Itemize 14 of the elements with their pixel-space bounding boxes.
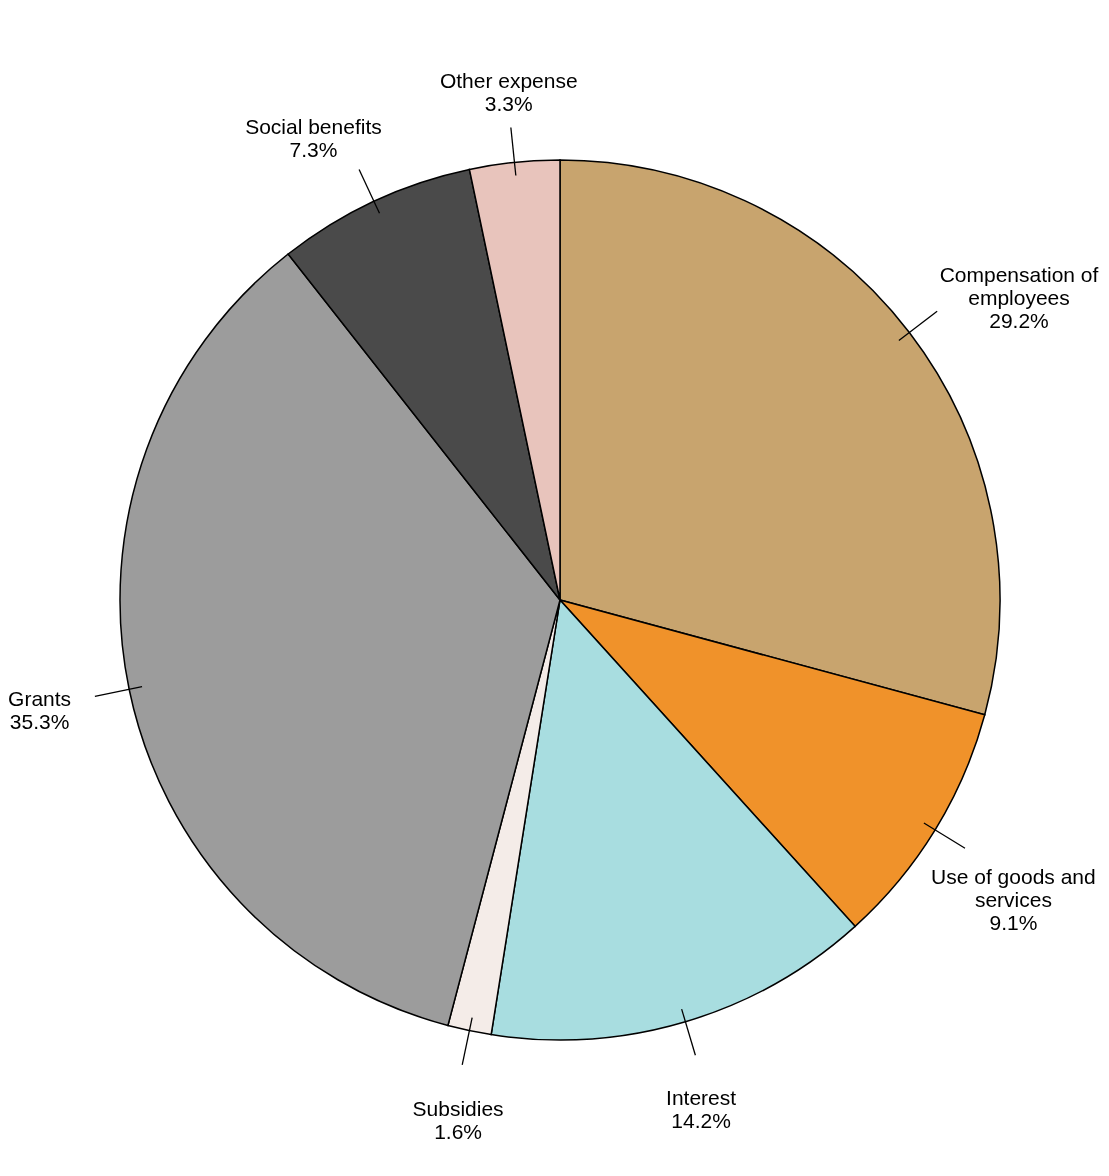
slice-label: Use of goods and services <box>931 865 1096 912</box>
data-label: 29.2% <box>989 308 1049 332</box>
slice-label: Subsidies <box>412 1096 504 1120</box>
slice-label: Interest <box>666 1086 737 1110</box>
data-label: 7.3% <box>289 137 338 161</box>
slice-label: Social benefits <box>245 114 382 138</box>
data-label: 35.3% <box>9 710 70 734</box>
data-label: 14.2% <box>671 1109 731 1133</box>
slice-label: Grants <box>8 687 72 711</box>
slice-label: Compensation of employees <box>939 262 1099 309</box>
data-label: 9.1% <box>989 911 1038 935</box>
data-label: 3.3% <box>484 91 533 115</box>
slice-label: Other expense <box>439 68 578 92</box>
data-label: 1.6% <box>434 1119 483 1143</box>
